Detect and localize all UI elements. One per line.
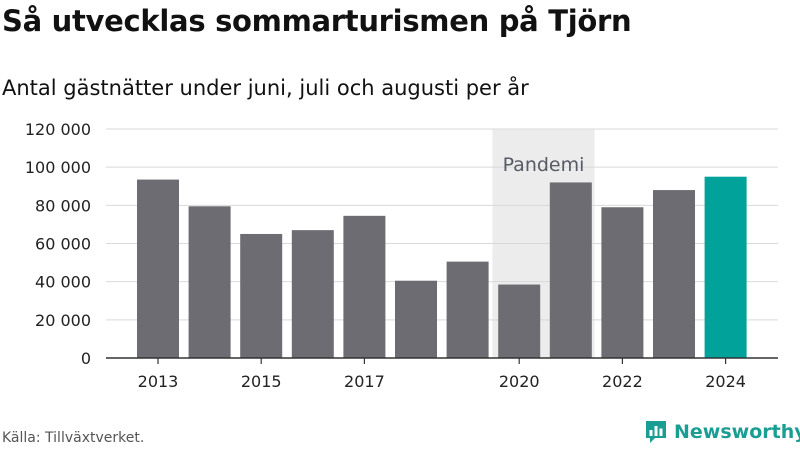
y-tick-label: 80 000 xyxy=(35,196,91,215)
x-tick-label: 2020 xyxy=(499,372,540,391)
bar-2022 xyxy=(601,207,644,358)
bar-2019 xyxy=(446,261,489,358)
bar-2017 xyxy=(343,215,386,358)
y-tick-label: 120 000 xyxy=(25,120,91,139)
chart-subtitle: Antal gästnätter under juni, juli och au… xyxy=(2,76,529,100)
source-note: Källa: Tillväxtverket. xyxy=(2,430,145,446)
bar-2016 xyxy=(291,230,334,358)
bar-2014 xyxy=(188,206,231,358)
y-tick-label: 20 000 xyxy=(35,311,91,330)
bar-2015 xyxy=(240,233,283,358)
bar-2023 xyxy=(653,190,695,358)
bar-chart-logo-icon xyxy=(646,421,666,443)
bar-2020 xyxy=(498,284,541,358)
newsworthy-logo: Newsworthy xyxy=(644,419,800,445)
pandemic-label: Pandemi xyxy=(503,154,585,176)
bar-chart: Pandemi 0 20 000 40 000 60 000 80 000 100 000 1… xyxy=(25,120,778,391)
bar-2024 xyxy=(704,176,747,358)
y-tick-label: 0 xyxy=(81,349,91,368)
bar-2018 xyxy=(395,280,437,358)
y-tick-label: 100 000 xyxy=(25,158,91,177)
x-tick-label: 2017 xyxy=(344,372,385,391)
x-tick-label: 2013 xyxy=(138,372,179,391)
y-tick-label: 40 000 xyxy=(35,273,91,292)
x-tick-label: 2024 xyxy=(705,372,746,391)
x-tick-label: 2015 xyxy=(241,372,282,391)
chart-title: Så utvecklas sommarturismen på Tjörn xyxy=(2,4,632,38)
bar-2021 xyxy=(549,182,592,358)
brand-name: Newsworthy xyxy=(674,421,800,443)
y-tick-label: 60 000 xyxy=(35,235,91,254)
x-tick-label: 2022 xyxy=(602,372,643,391)
bar-2013 xyxy=(137,179,179,358)
